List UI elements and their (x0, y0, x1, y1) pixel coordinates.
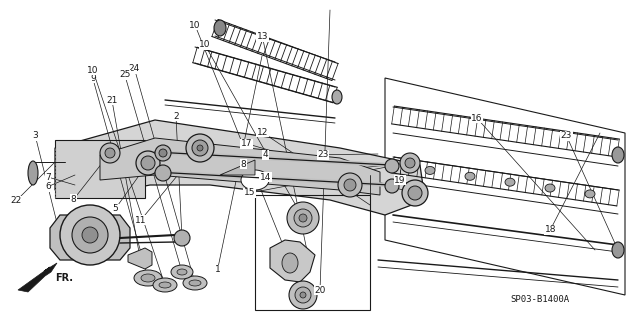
Ellipse shape (183, 276, 207, 290)
Text: FR.: FR. (55, 273, 73, 283)
Ellipse shape (465, 172, 475, 180)
Text: 17: 17 (241, 139, 252, 148)
Ellipse shape (295, 287, 311, 303)
Ellipse shape (299, 214, 307, 222)
Text: 10: 10 (199, 40, 211, 49)
Ellipse shape (72, 217, 108, 253)
Ellipse shape (189, 280, 201, 286)
Text: 12: 12 (257, 128, 268, 137)
Ellipse shape (300, 292, 306, 298)
Ellipse shape (385, 159, 399, 173)
Text: 11: 11 (135, 216, 147, 225)
Text: 10: 10 (87, 66, 99, 75)
Text: 4: 4 (263, 150, 268, 159)
Bar (255, 195, 370, 310)
Text: 5: 5 (113, 204, 118, 213)
Ellipse shape (612, 242, 624, 258)
Text: 2: 2 (173, 112, 179, 121)
Ellipse shape (545, 184, 555, 192)
Bar (55, 140, 145, 198)
Ellipse shape (294, 209, 312, 227)
Ellipse shape (338, 173, 362, 197)
Ellipse shape (241, 170, 269, 190)
Polygon shape (220, 160, 255, 175)
Text: 8: 8 (241, 160, 246, 169)
Text: 6: 6 (45, 182, 51, 191)
Ellipse shape (402, 180, 428, 206)
Ellipse shape (171, 265, 193, 279)
Ellipse shape (332, 90, 342, 104)
Ellipse shape (405, 158, 415, 168)
Text: 23: 23 (317, 150, 329, 159)
Text: 19: 19 (394, 176, 406, 185)
Ellipse shape (28, 161, 38, 185)
Ellipse shape (425, 167, 435, 174)
Ellipse shape (192, 140, 208, 156)
Ellipse shape (344, 179, 356, 191)
Text: 16: 16 (471, 114, 483, 122)
Ellipse shape (100, 143, 120, 163)
Text: 15: 15 (244, 189, 255, 197)
Ellipse shape (82, 227, 98, 243)
Text: 20: 20 (314, 286, 326, 295)
Ellipse shape (153, 278, 177, 292)
Ellipse shape (612, 147, 624, 163)
Ellipse shape (60, 205, 120, 265)
Ellipse shape (282, 253, 298, 273)
Text: 3: 3 (33, 131, 38, 140)
Ellipse shape (134, 270, 162, 286)
Polygon shape (55, 120, 425, 215)
Polygon shape (50, 215, 130, 260)
Ellipse shape (408, 186, 422, 200)
Ellipse shape (400, 153, 420, 173)
Text: 25: 25 (119, 70, 131, 79)
Ellipse shape (159, 282, 171, 288)
Ellipse shape (155, 165, 171, 181)
Polygon shape (100, 138, 380, 195)
Text: 24: 24 (129, 64, 140, 73)
Ellipse shape (197, 145, 203, 151)
Text: 7: 7 (45, 173, 51, 182)
Ellipse shape (505, 178, 515, 186)
Text: 1: 1 (215, 265, 220, 274)
Ellipse shape (159, 149, 167, 157)
Polygon shape (128, 248, 152, 269)
Text: 23: 23 (561, 131, 572, 140)
Text: 18: 18 (545, 225, 556, 234)
Ellipse shape (141, 274, 155, 282)
Ellipse shape (585, 190, 595, 198)
Text: 13: 13 (257, 32, 268, 41)
Ellipse shape (174, 230, 190, 246)
Ellipse shape (289, 281, 317, 309)
Text: 10: 10 (189, 21, 201, 30)
Text: SP03-B1400A: SP03-B1400A (510, 295, 569, 305)
Polygon shape (18, 263, 57, 292)
Polygon shape (270, 240, 315, 282)
Text: 22: 22 (10, 197, 22, 205)
Ellipse shape (214, 20, 226, 36)
Text: 21: 21 (106, 96, 118, 105)
Text: 14: 14 (260, 173, 271, 182)
Ellipse shape (186, 134, 214, 162)
Ellipse shape (287, 202, 319, 234)
Ellipse shape (141, 156, 155, 170)
Ellipse shape (177, 269, 187, 275)
Ellipse shape (136, 151, 160, 175)
Ellipse shape (105, 148, 115, 158)
Text: 9: 9 (90, 74, 95, 83)
Ellipse shape (385, 179, 399, 193)
Text: 8: 8 (71, 195, 76, 204)
Ellipse shape (155, 145, 171, 161)
